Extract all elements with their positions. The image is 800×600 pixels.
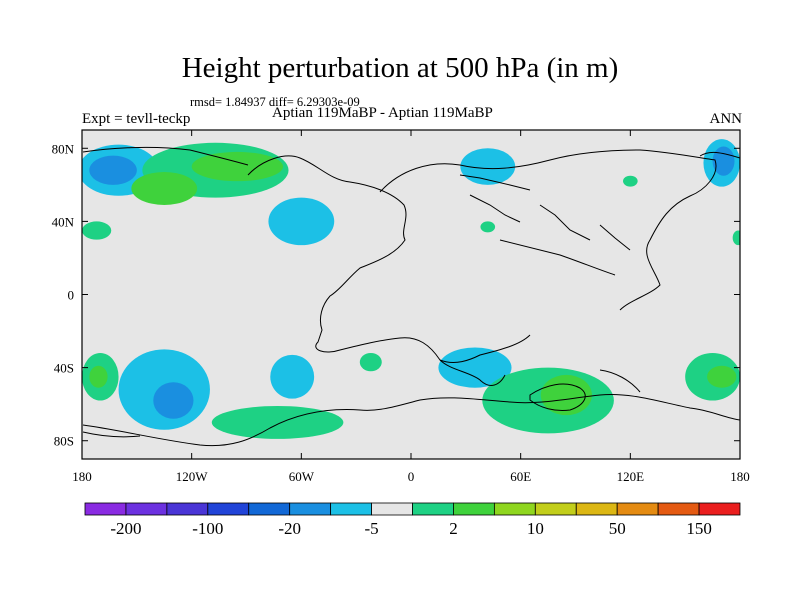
x-tick-label: 60E — [510, 469, 531, 484]
colorbar-swatch — [289, 502, 332, 516]
colorbar-swatch — [166, 502, 209, 516]
contour-region-15 — [153, 382, 194, 419]
contour-region-1 — [89, 155, 137, 185]
x-tick-label: 60W — [289, 469, 315, 484]
colorbar-label: 150 — [686, 519, 712, 538]
colorbar-swatch — [412, 502, 454, 516]
colorbar-swatch — [371, 502, 413, 516]
x-tick-label: 180 — [730, 469, 750, 484]
colorbar-swatch — [84, 502, 127, 516]
contour-region-6 — [460, 148, 516, 185]
contour-region-18 — [211, 405, 344, 439]
coast-line-2 — [379, 149, 717, 311]
coastlines — [82, 146, 740, 447]
coast-line-3 — [459, 174, 631, 251]
colorbar-swatch — [534, 502, 577, 516]
x-tick-label: 120E — [617, 469, 645, 484]
contour-region-3 — [191, 151, 284, 182]
contour-region-16 — [270, 354, 315, 399]
colorbar-swatch — [248, 502, 291, 516]
colorbar: -200 -100 -20 -5 2 10 50 150 — [84, 502, 741, 538]
colorbar-label: -200 — [110, 519, 141, 538]
x-axis: 180 120W 60W 0 60E 120E 180 — [72, 130, 750, 484]
y-tick-label: 80N — [52, 141, 75, 156]
colorbar-label: 2 — [449, 519, 458, 538]
contour-region-17 — [359, 352, 382, 372]
coast-line-7 — [82, 431, 141, 438]
coast-line-4 — [499, 239, 616, 276]
contour-region-19 — [438, 347, 512, 388]
colorbar-label: -5 — [364, 519, 378, 538]
x-tick-label: 120W — [176, 469, 209, 484]
colorbar-swatch — [330, 502, 372, 516]
x-tick-label: 180 — [72, 469, 92, 484]
contour-region-8 — [712, 146, 735, 176]
x-tick-label: 0 — [408, 469, 415, 484]
coast-line-6 — [699, 151, 740, 159]
colorbar-swatch — [575, 502, 618, 516]
y-tick-label: 40N — [52, 214, 75, 229]
colorbar-swatch — [616, 502, 659, 516]
contour-region-4 — [131, 172, 198, 205]
y-axis: 80N 40N 0 40S 80S — [52, 141, 740, 449]
contour-region-24 — [732, 230, 740, 246]
y-tick-label: 0 — [68, 288, 75, 303]
stats-text: rmsd= 1.84937 diff= 6.29303e-09 — [190, 95, 360, 109]
chart-title: Height perturbation at 500 hPa (in m) — [181, 52, 619, 84]
colorbar-swatch — [657, 502, 700, 516]
subtitle: Aptian 119MaBP - Aptian 119MaBP — [272, 105, 493, 121]
colorbar-swatch — [453, 502, 495, 516]
colorbar-label: -20 — [278, 519, 301, 538]
colorbar-swatch — [125, 502, 168, 516]
y-tick-label: 40S — [54, 361, 74, 376]
contour-region-11 — [480, 221, 496, 233]
experiment-label: Expt = tevll-teckp — [82, 111, 191, 127]
contour-region-5 — [268, 197, 335, 246]
contour-region-23 — [707, 365, 737, 388]
coast-line-5 — [82, 146, 249, 166]
coast-australia-inner — [529, 383, 586, 411]
contour-region-10 — [82, 221, 112, 240]
colorbar-label: 50 — [609, 519, 626, 538]
coast-antarctica — [82, 393, 740, 447]
contour-region-9 — [623, 175, 638, 187]
contour-regions — [82, 139, 740, 439]
coast-line-8 — [599, 369, 641, 393]
y-tick-label: 80S — [54, 434, 74, 449]
coast-line-1 — [247, 155, 531, 363]
colorbar-swatch — [207, 502, 250, 516]
coast-india — [439, 359, 506, 386]
colorbar-label: 10 — [527, 519, 544, 538]
contour-region-13 — [89, 365, 108, 388]
season-label: ANN — [709, 111, 743, 127]
colorbar-swatch — [493, 502, 536, 516]
colorbar-swatch — [698, 502, 741, 516]
colorbar-label: -100 — [192, 519, 223, 538]
